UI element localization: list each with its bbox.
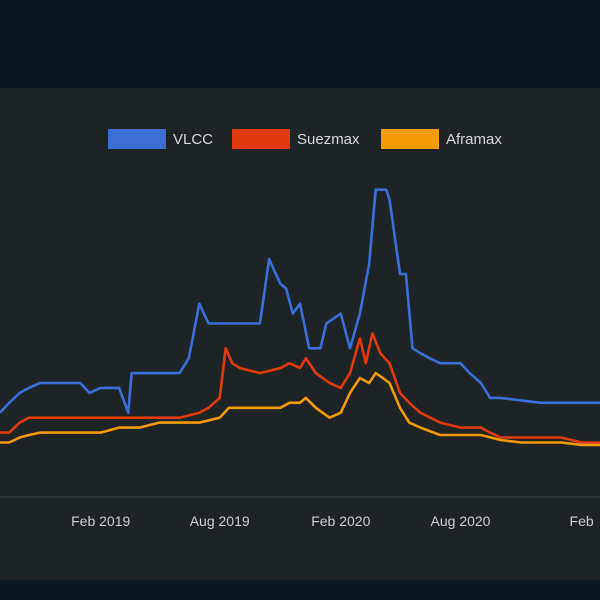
legend-swatch-vlcc bbox=[108, 129, 166, 149]
x-tick-label: Aug 2020 bbox=[431, 513, 491, 529]
legend-label-suezmax: Suezmax bbox=[297, 131, 360, 148]
legend-swatch-suezmax bbox=[232, 129, 290, 149]
legend: VLCC Suezmax Aframax bbox=[108, 129, 502, 149]
x-tick-label: Feb 2020 bbox=[311, 513, 370, 529]
series-line-aframax bbox=[0, 371, 600, 447]
legend-label-vlcc: VLCC bbox=[173, 131, 213, 148]
x-tick-label: Feb bbox=[570, 513, 594, 529]
series-line-vlcc bbox=[0, 188, 600, 414]
legend-swatch-aframax bbox=[381, 129, 439, 149]
x-tick-label: Feb 2019 bbox=[71, 513, 130, 529]
legend-label-aframax: Aframax bbox=[446, 131, 502, 148]
bottom-bar bbox=[0, 580, 600, 600]
x-tick-label: Aug 2019 bbox=[190, 513, 250, 529]
series-line-suezmax bbox=[0, 332, 600, 444]
series-group bbox=[0, 188, 600, 447]
top-bar bbox=[0, 0, 600, 88]
chart-panel bbox=[0, 88, 600, 580]
x-axis-ticks: Feb 2019 Aug 2019 Feb 2020 Aug 2020 Feb bbox=[71, 513, 594, 529]
